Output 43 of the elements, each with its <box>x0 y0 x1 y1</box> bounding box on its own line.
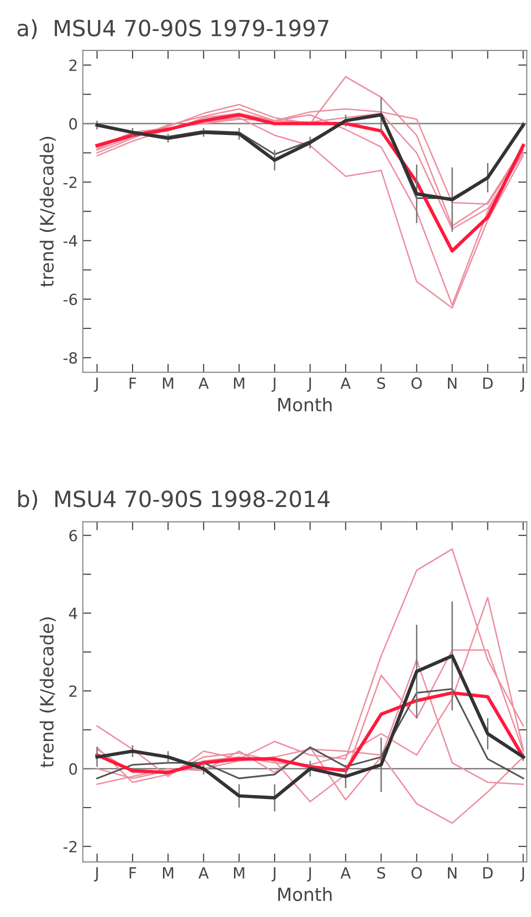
x-tick-label: J <box>307 378 311 392</box>
x-tick-label: S <box>377 867 386 879</box>
y-tick-label: -6 <box>63 294 78 306</box>
x-tick-label: A <box>198 867 209 878</box>
x-tick-label: F <box>130 378 136 389</box>
x-tick-label: F <box>130 867 136 878</box>
chart-title: b) MSU4 70-90S 1998-2014 <box>18 490 330 510</box>
x-tick-label: N <box>448 378 456 389</box>
x-axis-title: Month <box>278 887 332 902</box>
y-tick-label: 4 <box>69 608 78 619</box>
x-tick-label: M <box>234 867 244 878</box>
y-tick-label: -8 <box>63 352 77 364</box>
x-tick-label: J <box>520 378 524 392</box>
y-tick-label: 6 <box>69 530 78 542</box>
x-tick-label: O <box>412 377 422 389</box>
y-tick-label: 2 <box>69 685 76 697</box>
x-tick-label: J <box>272 867 276 882</box>
x-tick-label: M <box>234 378 244 389</box>
x-tick-label: J <box>520 867 524 882</box>
x-tick-label: N <box>448 867 456 878</box>
y-axis-title: trend (K/decade) <box>40 136 56 287</box>
x-tick-label: J <box>94 378 98 392</box>
x-tick-label: M <box>162 867 174 878</box>
x-tick-label: D <box>483 867 493 878</box>
x-tick-label: A <box>198 378 209 389</box>
y-tick-label: -2 <box>63 840 76 852</box>
x-tick-label: D <box>483 378 493 389</box>
y-tick-label: 0 <box>69 118 77 130</box>
x-tick-label: J <box>94 867 98 882</box>
x-tick-label: O <box>412 867 422 879</box>
y-tick-label: 2 <box>69 60 76 71</box>
y-tick-label: -2 <box>63 176 76 188</box>
x-tick-label: M <box>162 378 174 389</box>
x-tick-label: A <box>340 867 351 878</box>
y-tick-label: 0 <box>69 763 77 775</box>
x-tick-label: A <box>340 378 351 389</box>
chart-title: a) MSU4 70-90S 1979-1997 <box>18 19 328 40</box>
x-tick-label: J <box>307 867 311 882</box>
x-axis-title: Month <box>278 398 332 412</box>
x-tick-label: S <box>377 377 386 389</box>
y-axis-title: trend (K/decade) <box>40 617 56 768</box>
y-tick-label: -4 <box>63 235 78 246</box>
x-tick-label: J <box>272 378 276 392</box>
